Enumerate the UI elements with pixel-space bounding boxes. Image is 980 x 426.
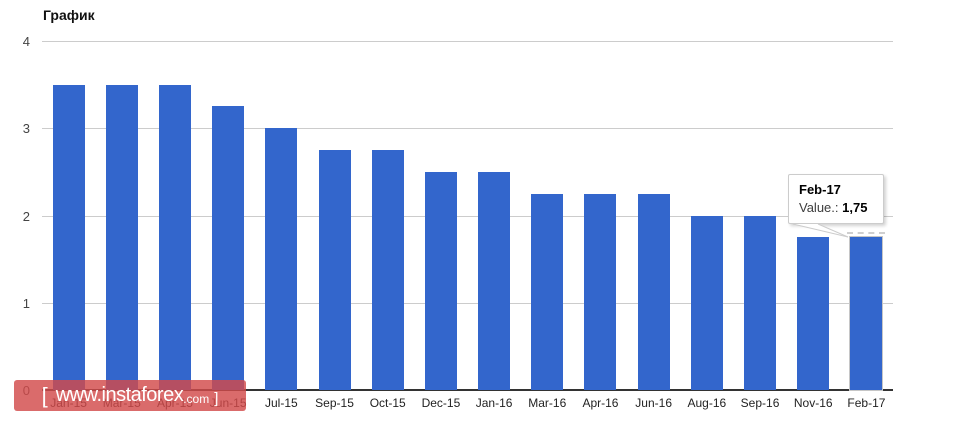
bar-Jun-16[interactable] — [637, 193, 670, 390]
tooltip-value-row: Value.: 1,75 — [799, 200, 873, 215]
x-axis-label-Mar-16: Mar-16 — [528, 396, 567, 410]
bar-Dec-15[interactable] — [424, 171, 457, 390]
y-axis-label-3: 3 — [22, 121, 30, 137]
tooltip-value: 1,75 — [842, 200, 868, 215]
gridline-1 — [42, 302, 893, 304]
gridline-3 — [42, 128, 893, 130]
bar-Feb-17[interactable] — [847, 232, 886, 391]
x-axis-label-Feb-17: Feb-17 — [847, 396, 886, 410]
x-axis-label-Nov-16: Nov-16 — [793, 396, 833, 410]
bar-Sep-15[interactable] — [318, 150, 351, 390]
bar-Oct-15[interactable] — [371, 150, 404, 390]
x-axis-line — [42, 389, 893, 391]
x-axis-label-Jun-16: Jun-16 — [635, 396, 672, 410]
watermark-bracket-right: ] — [214, 390, 219, 407]
bar-Jan-16[interactable] — [478, 171, 511, 390]
x-axis-label-Jan-16: Jan-16 — [475, 396, 513, 410]
bar-Jan-15[interactable] — [52, 84, 85, 390]
instaforex-watermark: [ www.instaforex .com ] — [14, 380, 246, 411]
watermark-bracket-left: [ — [41, 382, 48, 408]
y-axis-label-4: 4 — [22, 34, 30, 49]
y-axis-label-2: 2 — [22, 208, 30, 224]
watermark-domain: www.instaforex — [55, 384, 184, 406]
y-axis-label-1: 1 — [22, 295, 30, 311]
x-axis-label-Apr-16: Apr-16 — [582, 396, 619, 410]
tooltip-tail — [792, 224, 849, 238]
bar-Jun-15[interactable] — [212, 106, 245, 390]
tooltip-value-label: Value.: — [799, 200, 839, 215]
plot-area — [42, 41, 893, 391]
bar-Apr-15[interactable] — [158, 84, 191, 390]
bar-Sep-16[interactable] — [744, 215, 777, 390]
watermark-tld: .com — [183, 392, 210, 406]
x-axis-label-Dec-15: Dec-15 — [421, 396, 461, 410]
chart-title: График — [43, 7, 95, 23]
x-axis-label-Jul-15: Jul-15 — [265, 396, 298, 410]
x-axis-label-Aug-16: Aug-16 — [687, 396, 727, 410]
tooltip: Feb-17 Value.: 1,75 — [788, 174, 884, 224]
x-axis-label-Sep-15: Sep-15 — [315, 396, 354, 410]
bar-Nov-16[interactable] — [797, 237, 830, 390]
x-axis-label-Oct-15: Oct-15 — [369, 396, 406, 410]
bar-Apr-16[interactable] — [584, 193, 617, 390]
bar-Mar-16[interactable] — [531, 193, 564, 390]
gridline-4 — [42, 41, 893, 42]
bar-Mar-15[interactable] — [105, 84, 138, 390]
tooltip-category: Feb-17 — [799, 182, 841, 197]
bar-Aug-16[interactable] — [690, 215, 723, 390]
x-axis-label-Sep-16: Sep-16 — [740, 396, 780, 410]
gridline-2 — [42, 215, 893, 217]
bar-Jul-15[interactable] — [265, 128, 298, 390]
